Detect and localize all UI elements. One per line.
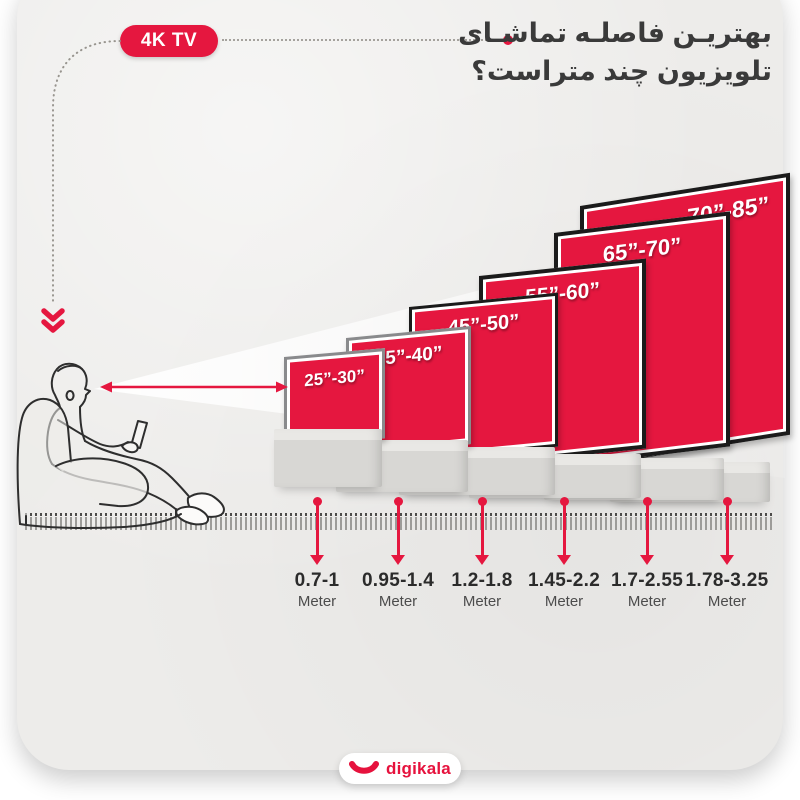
distance-marker: 1.7-2.55 Meter <box>599 497 695 610</box>
marker-dot-icon <box>722 497 732 506</box>
tv-stand <box>274 429 382 487</box>
arrow-down-icon <box>310 555 324 565</box>
arrow-stem <box>315 505 319 555</box>
dotted-connector-line <box>222 39 498 41</box>
distance-unit: Meter <box>544 593 584 610</box>
arrow-stem <box>562 505 566 555</box>
distance-value: 1.2-1.8 <box>451 570 513 591</box>
marker-dot-icon <box>642 497 652 506</box>
distance-value: 1.45-2.2 <box>527 570 601 591</box>
title-line-1: بهتریـن فاصلـه تماشـای <box>457 18 772 48</box>
arrow-stem <box>480 505 484 555</box>
title-line-2: تلویزیون چند متراست؟ <box>471 56 772 86</box>
digikala-logo: digikala <box>339 753 461 784</box>
arrow-stem <box>645 505 649 555</box>
marker-dot-icon <box>559 497 569 506</box>
distance-value: 1.78-3.25 <box>685 570 769 591</box>
marker-dot-icon <box>477 497 487 506</box>
arrow-down-icon <box>557 555 571 565</box>
distance-marker: 1.45-2.2 Meter <box>516 497 612 610</box>
tv-screen: 25”-30” <box>290 354 379 441</box>
arrow-down-icon <box>720 555 734 565</box>
distance-marker: 1.2-1.8 Meter <box>434 497 530 610</box>
badge-label: 4K TV <box>140 30 198 51</box>
arrow-down-icon <box>475 555 489 565</box>
distance-unit: Meter <box>297 593 337 610</box>
arrow-down-icon <box>391 555 405 565</box>
brand-wordmark: digikala <box>386 758 451 778</box>
distance-unit: Meter <box>627 593 667 610</box>
title-bullet-dot <box>503 35 513 45</box>
tv-size-label: 25”-30” <box>304 365 365 391</box>
distance-value: 0.7-1 <box>294 570 340 591</box>
distance-marker: 0.95-1.4 Meter <box>350 497 446 610</box>
distance-value: 1.7-2.55 <box>610 570 684 591</box>
distance-unit: Meter <box>378 593 418 610</box>
4k-tv-badge: 4K TV <box>120 25 218 57</box>
distance-value: 0.95-1.4 <box>361 570 435 591</box>
floor-ruler <box>25 513 775 533</box>
arrow-stem <box>725 505 729 555</box>
distance-unit: Meter <box>462 593 502 610</box>
distance-unit: Meter <box>707 593 747 610</box>
arrow-down-icon <box>640 555 654 565</box>
marker-dot-icon <box>393 497 403 506</box>
arrow-stem <box>396 505 400 555</box>
distance-marker: 0.7-1 Meter <box>269 497 365 610</box>
marker-dot-icon <box>312 497 322 506</box>
page-title: بهتریـن فاصلـه تماشـای تلویزیون چند مترا… <box>458 14 772 90</box>
distance-marker: 1.78-3.25 Meter <box>679 497 775 610</box>
digikala-smile-icon <box>349 760 380 774</box>
